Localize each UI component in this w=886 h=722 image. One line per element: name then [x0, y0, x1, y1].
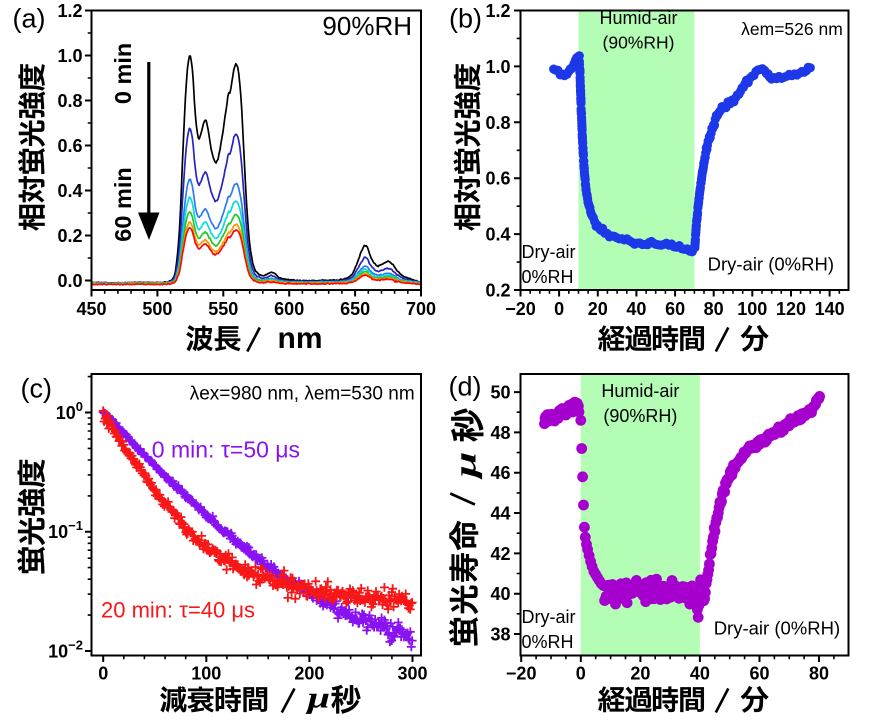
svg-text:0.6: 0.6 [485, 169, 510, 189]
svg-text:40: 40 [626, 299, 646, 319]
svg-text:0.4: 0.4 [485, 225, 510, 245]
svg-text:60 min: 60 min [110, 167, 136, 241]
svg-text:0.8: 0.8 [485, 113, 510, 133]
svg-text:200: 200 [294, 664, 324, 684]
svg-text:−20: −20 [505, 299, 536, 319]
svg-text:0 min: τ=50 μs: 0 min: τ=50 μs [152, 436, 300, 462]
svg-text:46: 46 [490, 463, 510, 483]
svg-text:42: 42 [490, 544, 510, 564]
svg-text:450: 450 [76, 299, 106, 319]
svg-text:1.2: 1.2 [57, 1, 82, 21]
svg-text:300: 300 [397, 664, 427, 684]
svg-text:(90%RH): (90%RH) [603, 33, 675, 53]
svg-text:0.0: 0.0 [57, 271, 82, 291]
svg-text:0.2: 0.2 [485, 281, 510, 301]
svg-text:Dry-air: Dry-air [522, 607, 576, 627]
svg-text:Dry-air (0%RH): Dry-air (0%RH) [708, 254, 834, 275]
svg-text:1.0: 1.0 [57, 46, 82, 66]
svg-text:600: 600 [274, 299, 304, 319]
svg-text:1.0: 1.0 [485, 57, 510, 77]
svg-text:Dry-air: Dry-air [522, 242, 576, 262]
svg-text:(90%RH): (90%RH) [603, 406, 677, 426]
svg-text:38: 38 [490, 625, 510, 645]
svg-text:nm: nm [278, 322, 323, 355]
svg-text:0.8: 0.8 [57, 91, 82, 111]
svg-text:0%RH: 0%RH [522, 632, 574, 652]
svg-text:80: 80 [809, 664, 829, 684]
svg-text:60: 60 [749, 664, 769, 684]
svg-text:1.2: 1.2 [485, 1, 510, 21]
svg-text:Dry-air (0%RH): Dry-air (0%RH) [714, 618, 840, 639]
svg-text:λex=980 nm, λem=530 nm: λex=980 nm, λem=530 nm [190, 384, 415, 405]
svg-text:90%RH: 90%RH [322, 11, 412, 41]
svg-text:(d): (d) [449, 372, 482, 402]
svg-text:20 min: τ=40 μs: 20 min: τ=40 μs [101, 598, 255, 623]
svg-text:0.4: 0.4 [57, 181, 82, 201]
svg-text:20: 20 [588, 299, 608, 319]
svg-text:120: 120 [776, 299, 806, 319]
svg-text:80: 80 [704, 299, 724, 319]
svg-text:500: 500 [142, 299, 172, 319]
svg-text:60: 60 [665, 299, 685, 319]
svg-text:(b): (b) [449, 4, 482, 34]
svg-text:44: 44 [490, 504, 510, 524]
svg-text:−20: −20 [506, 664, 537, 684]
svg-text:Humid-air: Humid-air [599, 8, 677, 28]
svg-text:Humid-air: Humid-air [601, 381, 679, 401]
svg-text:(a): (a) [13, 4, 46, 34]
svg-text:(c): (c) [21, 374, 52, 404]
svg-text:λem=526 nm: λem=526 nm [741, 19, 843, 39]
svg-text:0.2: 0.2 [57, 226, 82, 246]
svg-text:0: 0 [576, 664, 586, 684]
svg-text:50: 50 [490, 383, 510, 403]
svg-text:700: 700 [406, 299, 436, 319]
svg-text:0: 0 [554, 299, 564, 319]
svg-text:0 min: 0 min [110, 43, 136, 104]
svg-text:100: 100 [737, 299, 767, 319]
svg-text:40: 40 [490, 584, 510, 604]
svg-text:0: 0 [98, 664, 108, 684]
svg-text:20: 20 [630, 664, 650, 684]
svg-text:0.6: 0.6 [57, 136, 82, 156]
svg-text:100: 100 [191, 664, 221, 684]
svg-text:650: 650 [340, 299, 370, 319]
svg-text:48: 48 [490, 423, 510, 443]
svg-text:0%RH: 0%RH [522, 267, 574, 287]
svg-text:40: 40 [690, 664, 710, 684]
svg-text:550: 550 [208, 299, 238, 319]
svg-text:140: 140 [815, 299, 845, 319]
